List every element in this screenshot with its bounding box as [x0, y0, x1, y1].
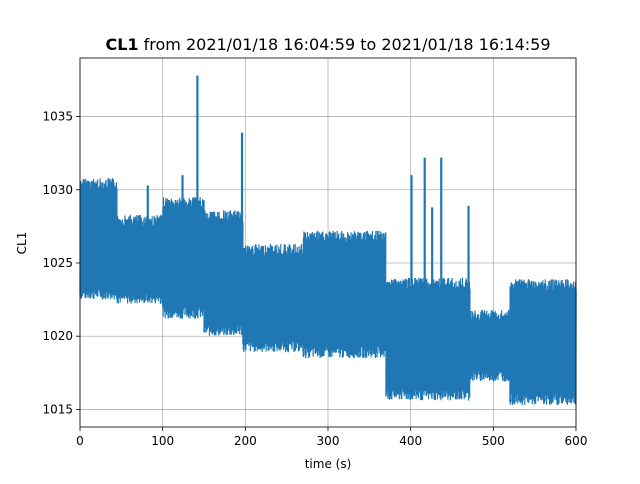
x-tick-label: 500 [482, 434, 505, 448]
x-tick-label: 300 [317, 434, 340, 448]
y-axis-ticks: 1015 1020 1025 1030 1035 [42, 110, 80, 416]
x-tick-label: 400 [399, 434, 422, 448]
x-tick-label: 200 [234, 434, 257, 448]
y-tick-label: 1020 [42, 329, 73, 343]
y-tick-label: 1015 [42, 402, 73, 416]
x-axis-ticks: 0 100 200 300 400 500 600 [76, 427, 587, 448]
series-line [79, 75, 577, 405]
x-tick-label: 0 [76, 434, 84, 448]
chart-title-rest: from 2021/01/18 16:04:59 to 2021/01/18 1… [139, 35, 551, 54]
chart-title: CL1 from 2021/01/18 16:04:59 to 2021/01/… [105, 35, 550, 54]
y-tick-label: 1025 [42, 256, 73, 270]
x-tick-label: 100 [151, 434, 174, 448]
chart-title-bold: CL1 [105, 35, 138, 54]
y-tick-label: 1030 [42, 183, 73, 197]
x-tick-label: 600 [565, 434, 588, 448]
y-axis-label: CL1 [15, 232, 29, 255]
x-axis-label: time (s) [305, 457, 352, 471]
plot-area [79, 75, 577, 405]
y-tick-label: 1035 [42, 110, 73, 124]
